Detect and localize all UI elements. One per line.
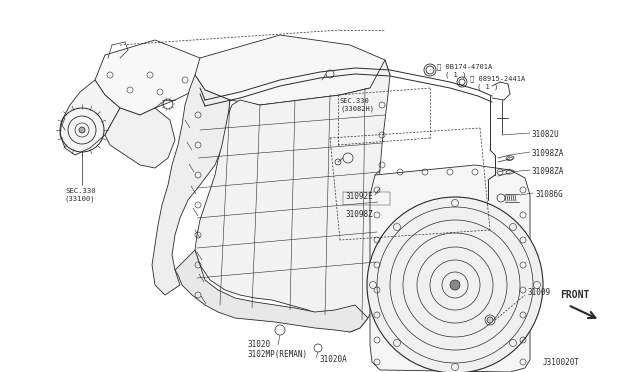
- Text: 31092E: 31092E: [345, 192, 372, 201]
- Circle shape: [487, 317, 493, 323]
- Polygon shape: [105, 108, 175, 168]
- Polygon shape: [195, 60, 390, 332]
- Text: SEC.330
(33100): SEC.330 (33100): [65, 188, 95, 202]
- Text: ( 1 ): ( 1 ): [477, 83, 499, 90]
- Circle shape: [79, 127, 85, 133]
- Text: Ⓠ 08915-2441A: Ⓠ 08915-2441A: [470, 75, 525, 81]
- Text: 31098ZA: 31098ZA: [532, 149, 564, 158]
- Polygon shape: [95, 40, 215, 115]
- Text: ( 1 ): ( 1 ): [445, 71, 467, 77]
- Circle shape: [450, 280, 460, 290]
- Text: 31086G: 31086G: [535, 190, 563, 199]
- Polygon shape: [370, 165, 530, 372]
- Text: 31009: 31009: [527, 288, 550, 297]
- Text: 31020A: 31020A: [320, 355, 348, 364]
- Text: 31098Z: 31098Z: [345, 210, 372, 219]
- Circle shape: [367, 197, 543, 372]
- Text: Ⓑ 0B174-4701A: Ⓑ 0B174-4701A: [437, 63, 492, 70]
- Text: 31020
3102MP(REMAN): 31020 3102MP(REMAN): [248, 340, 308, 359]
- Polygon shape: [195, 35, 390, 105]
- Text: J310020T: J310020T: [543, 358, 580, 367]
- Text: 31098ZA: 31098ZA: [532, 167, 564, 176]
- Text: 31082U: 31082U: [532, 130, 560, 139]
- Polygon shape: [175, 250, 368, 332]
- Polygon shape: [152, 75, 230, 295]
- Text: FRONT: FRONT: [560, 290, 589, 300]
- Text: SEC.330
(33082H): SEC.330 (33082H): [340, 98, 374, 112]
- Polygon shape: [60, 80, 120, 155]
